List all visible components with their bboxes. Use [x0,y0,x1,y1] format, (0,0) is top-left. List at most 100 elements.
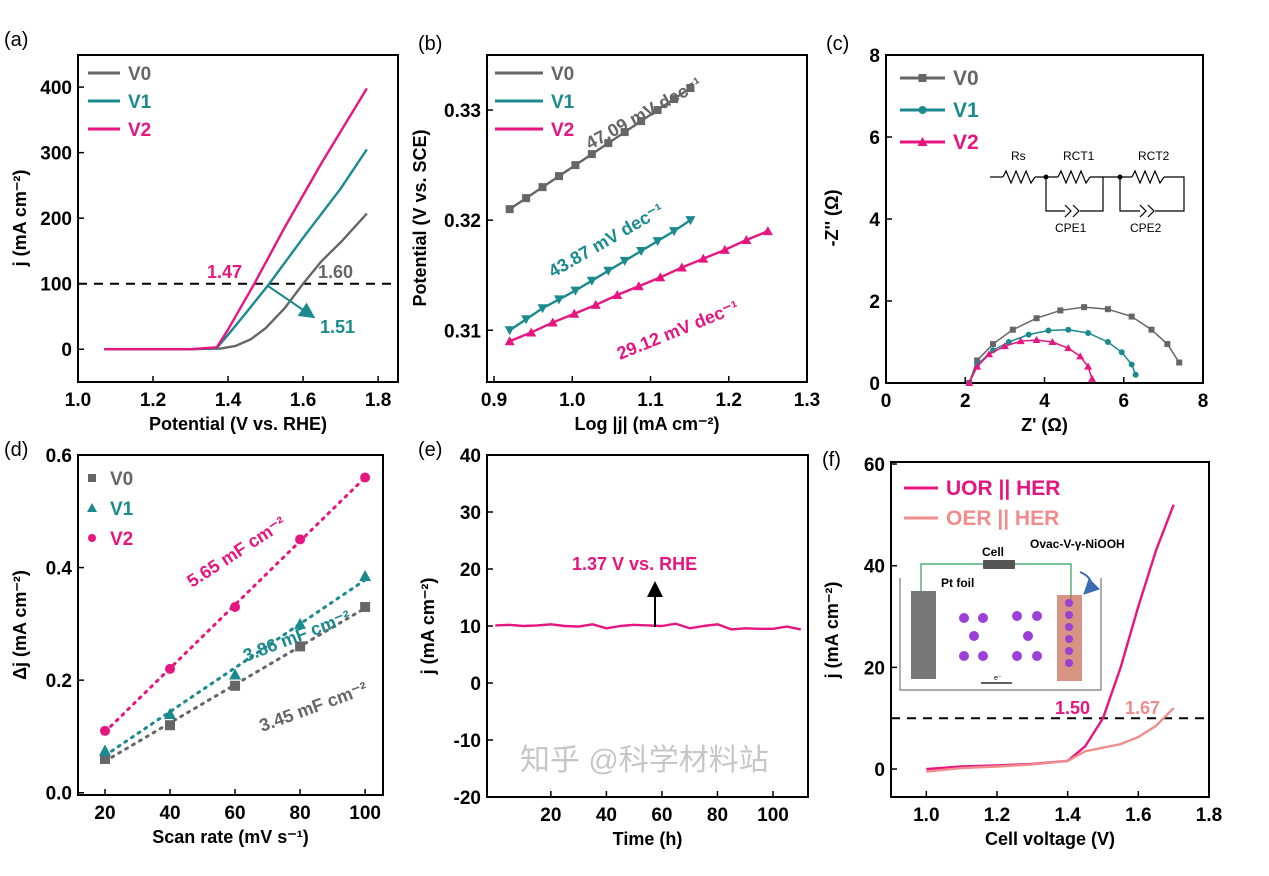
y-tick-label: 0.31 [444,321,481,342]
marker-triangle [1000,342,1009,350]
x-tick-label: 0 [881,391,892,412]
ion-icon [978,613,988,623]
marker-triangle [917,137,928,146]
panel-label: (d) [4,439,28,461]
ion-icon [1065,599,1073,607]
y-tick-label: -10 [454,731,481,752]
marker-circle [230,601,241,612]
legend-label: V2 [953,131,979,154]
marker-circle [165,663,176,674]
x-tick-label: 40 [596,805,617,826]
x-tick-label: 4 [1039,391,1050,412]
marker-triangle [590,299,601,309]
marker-triangle [537,304,548,314]
cell-container [899,578,1102,691]
legend-label: V1 [128,92,152,113]
x-tick-label: 1.6 [290,390,316,411]
cpe-icon [1064,204,1080,218]
marker-square [669,95,678,104]
ion-icon [1012,611,1022,621]
ion-icon [1012,651,1022,661]
marker-triangle [633,281,644,291]
annotation: 1.60 [318,262,353,282]
legend-label: V0 [110,469,133,490]
marker-circle [99,725,110,736]
ion-icon [1065,635,1073,643]
annotation: 3.86 mF cm⁻² [240,606,353,665]
panel-f: (f) 1.0 1.2 1.4 1.6 1.8 0 20 40 60 Cell voltage (V… [822,449,1222,849]
marker-triangle [553,295,564,305]
marker-circle [1104,339,1111,345]
marker-circle [88,534,96,542]
marker-square [974,357,981,364]
y-tick-label: 60 [864,455,885,476]
marker-circle [1132,371,1139,378]
marker-square [1104,306,1111,313]
x-tick-label: 1.4 [215,390,242,411]
resistor-icon [1002,169,1036,185]
marker-circle [1128,361,1135,368]
marker-triangle [652,237,663,247]
legend-f: UOR || HER OER || HER [904,477,1060,530]
marker-triangle [741,234,752,244]
legend-d: V0 V1 V2 [87,469,134,550]
series-line [926,707,1175,773]
y-tick-label: 0.32 [444,211,481,232]
annotation: 1.51 [320,317,355,337]
annotation: 1.47 [207,262,242,282]
series-v2 [99,472,371,736]
marker-square [505,205,514,214]
x-tick-label: 40 [159,803,180,824]
marker-square [1081,304,1088,311]
cpe-icon [1139,204,1155,218]
legend-label: V1 [110,499,134,520]
legend-label: UOR || HER [946,477,1060,500]
marker-triangle [570,286,581,296]
y-tick-label: 200 [40,209,72,230]
marker-square [165,720,176,731]
ion-icon [1032,611,1042,621]
x-tick-label: 1.1 [637,390,664,411]
x-tick-label: 60 [651,805,672,826]
y-axis-label: Δj (mA cm⁻²) [10,570,30,680]
x-tick-label: 60 [224,803,245,824]
y-tick-label: 100 [40,275,72,296]
circuit-label: CPE1 [1055,221,1087,235]
marker-triangle [698,253,709,263]
ion-icon [1065,611,1073,619]
y-tick-label: 0 [874,760,885,781]
x-tick-label: 6 [1118,391,1129,412]
marker-square [1057,307,1064,314]
marker-triangle [521,315,532,325]
marker-triangle [603,266,614,276]
series-v2 [104,87,368,351]
marker-triangle [504,326,515,336]
series-oer-her [926,707,1175,773]
x-tick-label: 1.0 [559,390,585,411]
y-tick-label: 8 [869,46,880,67]
panel-d: (d) 20 40 60 80 100 0.0 0.2 0.4 0.6 Scan rate (mV … [4,439,384,847]
annotation: 47.09 mV dec⁻¹ [582,73,705,153]
x-tick-label: 1.0 [913,805,939,826]
marker-triangle [1088,374,1097,382]
marker-square [1148,326,1155,333]
x-tick-label: 8 [1198,391,1209,412]
y-tick-label: 0.33 [444,101,481,122]
inset-label: Pt foil [941,576,974,590]
x-tick-label: 1.6 [1125,805,1151,826]
inset-label: Cell [982,545,1004,559]
y-tick-label: 0 [61,340,72,361]
marker-triangle [676,262,687,272]
x-tick-label: 1.8 [365,390,391,411]
marker-square [571,161,580,170]
series-v2 [504,226,773,346]
axes-frame [890,461,1210,798]
y-axis-label: j (mA cm⁻²) [822,582,842,680]
curved-arrow [1079,571,1101,595]
panel-label: (c) [826,33,849,55]
y-tick-label: 4 [869,210,880,231]
resistor-icon [1131,169,1165,185]
marker-square [620,128,629,137]
marker-square [653,106,662,115]
ion-icon [1023,631,1033,641]
